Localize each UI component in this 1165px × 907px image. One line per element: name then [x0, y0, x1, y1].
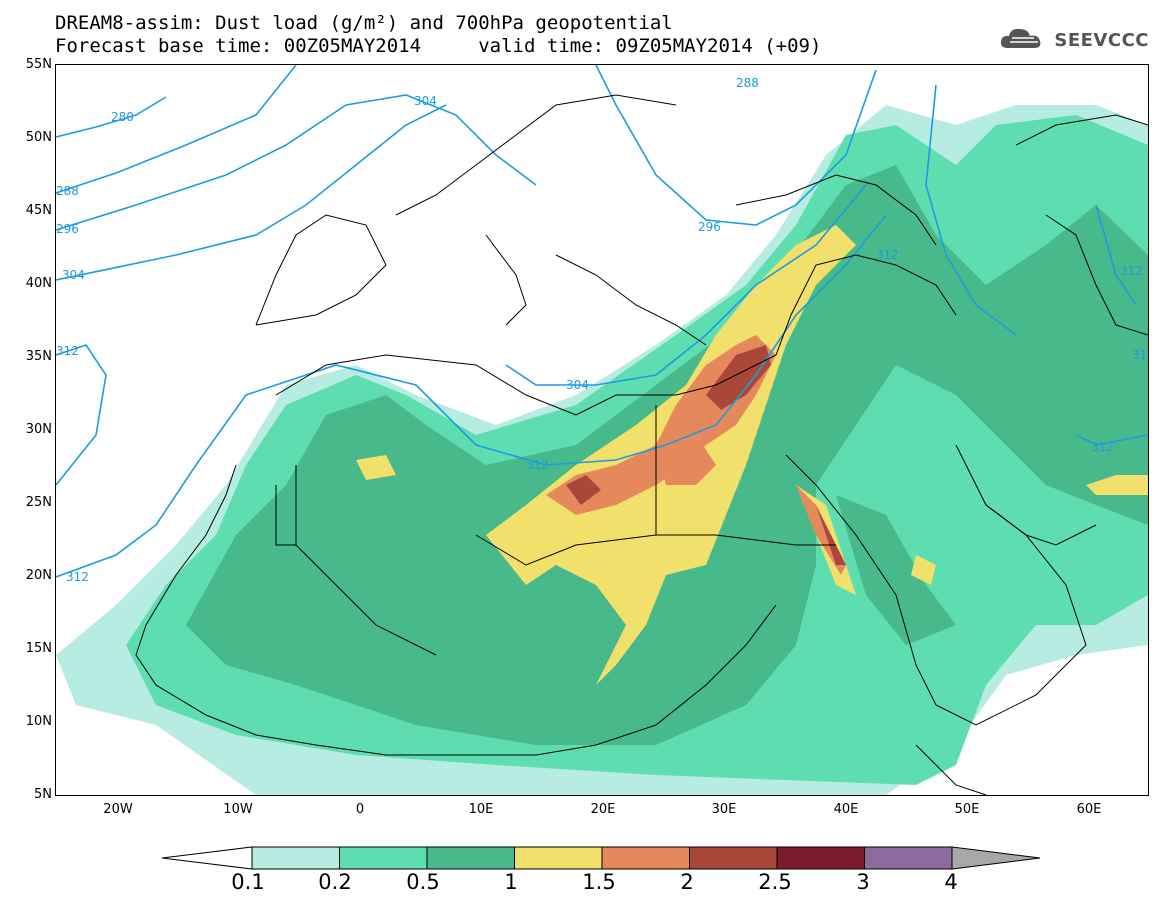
colorbar-boxes [251, 846, 953, 870]
lat-label: 10N [25, 714, 52, 729]
colorbar-box [426, 846, 515, 870]
coastlines [135, 94, 1148, 795]
dust-load-map: 280 288 296 304 304 288 296 312 304 312 … [55, 64, 1149, 796]
colorbar-box [339, 846, 428, 870]
cloud-icon [998, 24, 1050, 56]
colorbar-box [251, 846, 340, 870]
lat-label: 15N [25, 641, 52, 656]
contour-label: 296 [56, 222, 79, 236]
colorbar-box [776, 846, 865, 870]
lon-label: 20W [103, 802, 133, 817]
contour-label: 312 [1120, 264, 1143, 278]
contour-label: 312 [66, 570, 89, 584]
lon-label: 60E [1076, 802, 1102, 817]
lat-label: 55N [25, 57, 52, 72]
contour-label: 288 [56, 184, 79, 198]
colorbar-label: 0.2 [318, 870, 352, 894]
contour-label: 31 [1132, 348, 1147, 362]
contour-label: 312 [1091, 440, 1114, 454]
contour-label: 312 [56, 344, 79, 358]
contour-label: 304 [414, 94, 437, 108]
lat-label: 20N [25, 568, 52, 583]
contour-label: 312 [876, 248, 899, 262]
chart-title-line-2: Forecast base time: 00Z05MAY2014 valid t… [55, 35, 822, 57]
colorbar [161, 845, 1042, 875]
colorbar-label: 0.5 [406, 870, 440, 894]
lat-label: 45N [25, 203, 52, 218]
contour-label: 280 [111, 110, 134, 124]
colorbar-label: 2.5 [758, 870, 792, 894]
seevccc-logo: SEEVCCC [998, 24, 1149, 56]
contour-label: 304 [566, 378, 589, 392]
geopotential-contours [56, 65, 1148, 578]
lon-label: 20E [590, 802, 616, 817]
colorbar-label: 3 [856, 870, 870, 894]
lon-label: 10E [468, 802, 494, 817]
lat-label: 40N [25, 276, 52, 291]
lat-label: 30N [25, 422, 52, 437]
colorbar-box [514, 846, 603, 870]
colorbar-box [689, 846, 778, 870]
lon-label: 10W [223, 802, 253, 817]
dust-layer-2 [566, 345, 846, 565]
colorbar-label: 4 [944, 870, 958, 894]
lat-label: 5N [34, 787, 52, 802]
contour-label: 312 [526, 458, 549, 472]
colorbar-label: 0.1 [231, 870, 265, 894]
colorbar-label: 2 [680, 870, 694, 894]
colorbar-label: 1.5 [582, 870, 616, 894]
lon-label: 0 [355, 802, 365, 817]
contour-label: 296 [698, 220, 721, 234]
contour-label: 304 [62, 268, 85, 282]
lat-label: 50N [25, 130, 52, 145]
colorbar-label: 1 [504, 870, 518, 894]
colorbar-box [864, 846, 953, 870]
lon-label: 40E [833, 802, 859, 817]
lon-label: 30E [711, 802, 737, 817]
lat-label: 35N [25, 349, 52, 364]
lat-label: 25N [25, 495, 52, 510]
logo-text: SEEVCCC [1054, 29, 1149, 51]
contour-label: 288 [736, 76, 759, 90]
colorbar-above-arrow [951, 846, 1041, 870]
chart-title-line-1: DREAM8-assim: Dust load (g/m²) and 700hP… [55, 12, 673, 34]
colorbar-box [601, 846, 690, 870]
contour-value-labels: 280 288 296 304 304 288 296 312 304 312 … [56, 76, 1147, 584]
colorbar-below-arrow [161, 846, 253, 870]
lon-label: 50E [954, 802, 980, 817]
